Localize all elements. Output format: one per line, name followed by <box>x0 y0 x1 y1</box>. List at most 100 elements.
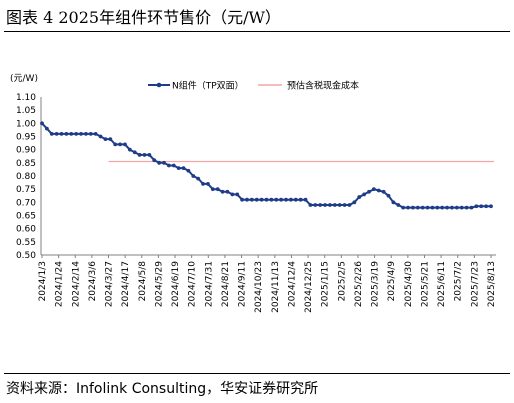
n-module-price-point <box>479 204 484 209</box>
n-module-price-point <box>459 205 464 210</box>
y-tick-label: 0.95 <box>16 133 36 143</box>
x-tick-label: 2024/6/19 <box>171 261 181 307</box>
n-module-price-point <box>210 187 215 192</box>
x-tick-label: 2024/1/24 <box>55 261 65 307</box>
x-tick-label: 2024/8/21 <box>221 261 231 307</box>
x-tick-label: 2024/5/29 <box>154 261 164 307</box>
n-module-price-point <box>396 203 401 207</box>
n-module-price-point <box>215 187 220 192</box>
x-tick-label: 2024/12/4 <box>287 261 297 307</box>
x-tick-label: 2024/3/6 <box>88 261 98 302</box>
n-module-price-point <box>176 166 181 171</box>
n-module-price-point <box>79 131 83 136</box>
n-module-price-line <box>41 122 491 209</box>
n-module-price-point <box>196 176 201 181</box>
x-tick-label: 2025/4/30 <box>404 261 414 307</box>
n-module-price-point <box>84 131 88 136</box>
n-module-price-point <box>474 204 479 209</box>
source-rule <box>4 373 510 374</box>
n-module-price-point <box>69 131 74 136</box>
n-module-price-point <box>298 197 303 202</box>
x-tick-label: 2025/3/19 <box>371 261 381 307</box>
n-module-price-point <box>49 131 54 136</box>
n-module-price-point <box>450 205 454 210</box>
y-tick-label: 0.85 <box>16 159 36 169</box>
n-module-price-point <box>323 203 327 207</box>
series-layer <box>40 121 494 210</box>
n-module-price-point <box>235 192 240 197</box>
n-module-price-point <box>98 134 103 139</box>
n-module-price-point <box>308 203 313 207</box>
n-module-price-point <box>40 121 44 126</box>
n-module-price-point <box>147 153 152 157</box>
n-module-price-point <box>123 142 127 147</box>
n-module-price-point <box>425 205 430 210</box>
n-module-price-point <box>88 131 93 136</box>
n-module-price-point <box>157 160 162 165</box>
n-module-price-point <box>357 195 362 199</box>
y-tick-label: 0.75 <box>16 185 36 195</box>
n-module-price-point <box>440 205 445 210</box>
y-tick-label: 0.80 <box>16 172 36 182</box>
x-tick-label: 2025/7/2 <box>454 261 464 301</box>
n-module-price-point <box>332 203 337 207</box>
n-module-price-point <box>152 158 157 163</box>
x-tick-label: 2024/7/10 <box>188 261 198 307</box>
n-module-price-point <box>103 137 108 142</box>
n-module-price-point <box>240 197 244 202</box>
n-module-price-point <box>264 197 269 202</box>
n-module-price-point <box>220 189 225 194</box>
y-tick-label: 0.55 <box>16 238 36 248</box>
n-module-price-point <box>484 204 489 209</box>
n-module-price-point <box>411 205 415 210</box>
n-module-price-point <box>113 142 118 147</box>
x-tick-label: 2025/8/13 <box>487 261 497 307</box>
n-module-price-point <box>352 200 357 205</box>
y-tick-label: 0.60 <box>16 225 36 235</box>
n-module-price-point <box>391 200 396 205</box>
n-module-price-point <box>137 153 142 157</box>
n-module-price-point <box>206 182 210 186</box>
n-module-price-point <box>59 131 64 136</box>
n-module-price-point <box>44 126 49 131</box>
n-module-price-point <box>64 131 69 136</box>
source-note: 资料来源：Infolink Consulting，华安证券研究所 <box>6 381 319 397</box>
n-module-price-point <box>181 166 186 171</box>
n-module-price-point <box>313 203 318 207</box>
n-module-price-point <box>259 197 264 202</box>
axes: 0.50 0.55 0.60 0.65 0.70 0.75 0.80 0.85 0.90 0.95… <box>16 93 497 313</box>
figure-title: 图表 4 2025年组件环节售价（元/W） <box>6 8 281 27</box>
y-tick-label: 0.50 <box>16 251 36 261</box>
x-tick-label: 2024/11/13 <box>271 261 281 313</box>
x-tick-label: 2024/12/25 <box>304 261 314 313</box>
n-module-price-point <box>162 160 166 165</box>
n-module-price-point <box>254 197 259 202</box>
n-module-price-point <box>347 203 352 207</box>
n-module-price-point <box>274 197 279 202</box>
legend-label-n-module: N组件（TP双面） <box>172 80 244 92</box>
n-module-price-point <box>406 205 410 210</box>
y-tick-label: 0.90 <box>16 146 36 156</box>
x-tick-label: 2024/2/14 <box>71 261 81 307</box>
n-module-price-point <box>171 163 176 168</box>
n-module-price-point <box>289 197 293 202</box>
n-module-price-point <box>381 189 386 194</box>
x-tick-label: 2024/5/8 <box>138 261 148 302</box>
n-module-price-point <box>435 205 440 210</box>
n-module-price-point <box>127 147 132 152</box>
x-tick-label: 2024/9/11 <box>238 261 248 307</box>
n-module-price-point <box>293 197 298 202</box>
n-module-price-point <box>303 197 308 202</box>
n-module-price-point <box>376 188 381 193</box>
x-tick-label: 2024/4/17 <box>121 261 131 307</box>
x-tick-label: 2024/7/31 <box>204 261 214 307</box>
x-tick-label: 2025/6/11 <box>437 261 447 307</box>
n-module-price-point <box>430 205 435 210</box>
legend: N组件（TP双面） 预估含税现金成本 <box>148 80 359 92</box>
x-tick-label: 2025/7/23 <box>470 261 480 307</box>
n-module-price-point <box>464 205 469 210</box>
n-module-price-point <box>132 150 137 155</box>
n-module-price-point <box>74 131 79 136</box>
n-module-price-point <box>166 163 171 168</box>
